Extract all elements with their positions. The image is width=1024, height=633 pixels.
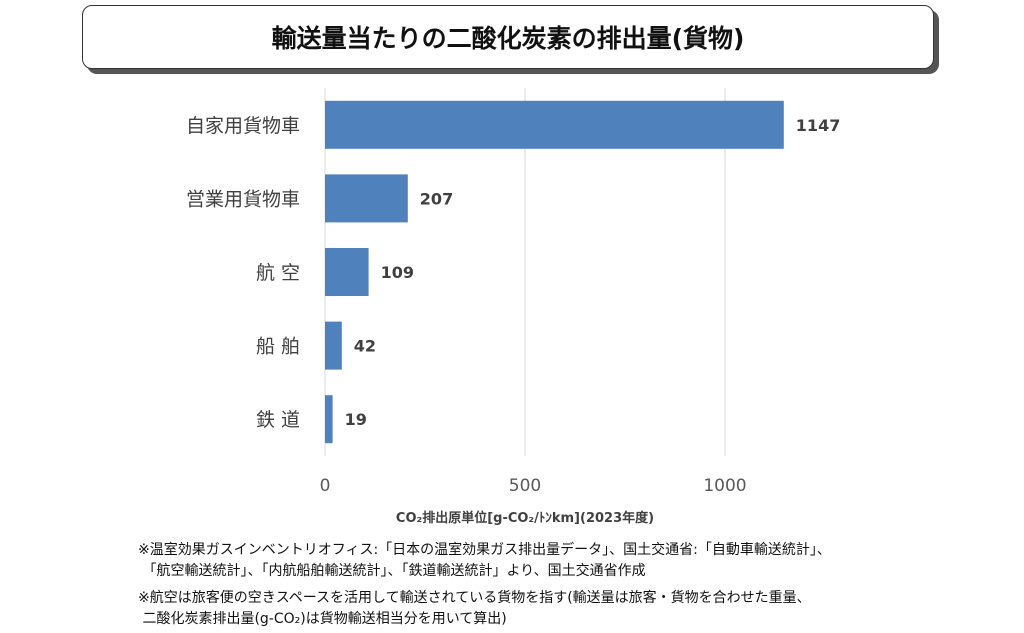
x-tick-label: 0 <box>320 476 331 496</box>
air-cargo-note: ※航空は旅客便の空きスペースを活用して輸送されている貨物を指す(輸送量は旅客・貨… <box>138 590 811 627</box>
bar-chart: 0 500 1000 自家用貨物車 1147 営業用貨物車 207 航 空 109 船 舶 42 鉄 … <box>186 88 841 526</box>
x-axis-label: CO₂排出原単位[g-CO₂/ﾄﾝkm](2023年度) <box>396 510 654 526</box>
data-label: 42 <box>354 337 376 356</box>
data-label: 1147 <box>796 116 841 135</box>
category-label: 鉄 道 <box>256 409 300 431</box>
bar <box>325 248 369 296</box>
x-tick-label: 500 <box>509 476 541 496</box>
data-label: 109 <box>381 263 414 282</box>
bar <box>325 321 342 370</box>
chart-title: 輸送量当たりの二酸化炭素の排出量(貨物) <box>82 5 934 69</box>
bar <box>325 174 408 223</box>
data-label: 207 <box>420 189 453 208</box>
category-label: 営業用貨物車 <box>186 188 300 210</box>
source-note: ※温室効果ガスインベントリオフィス:「日本の温室効果ガス排出量データ」、国土交通… <box>138 542 831 579</box>
bar <box>325 100 784 149</box>
category-label: 船 舶 <box>256 336 300 358</box>
bar <box>325 395 333 444</box>
category-label: 自家用貨物車 <box>186 115 300 137</box>
x-tick-label: 1000 <box>703 476 746 496</box>
category-label: 航 空 <box>256 262 300 284</box>
data-label: 19 <box>345 410 367 429</box>
